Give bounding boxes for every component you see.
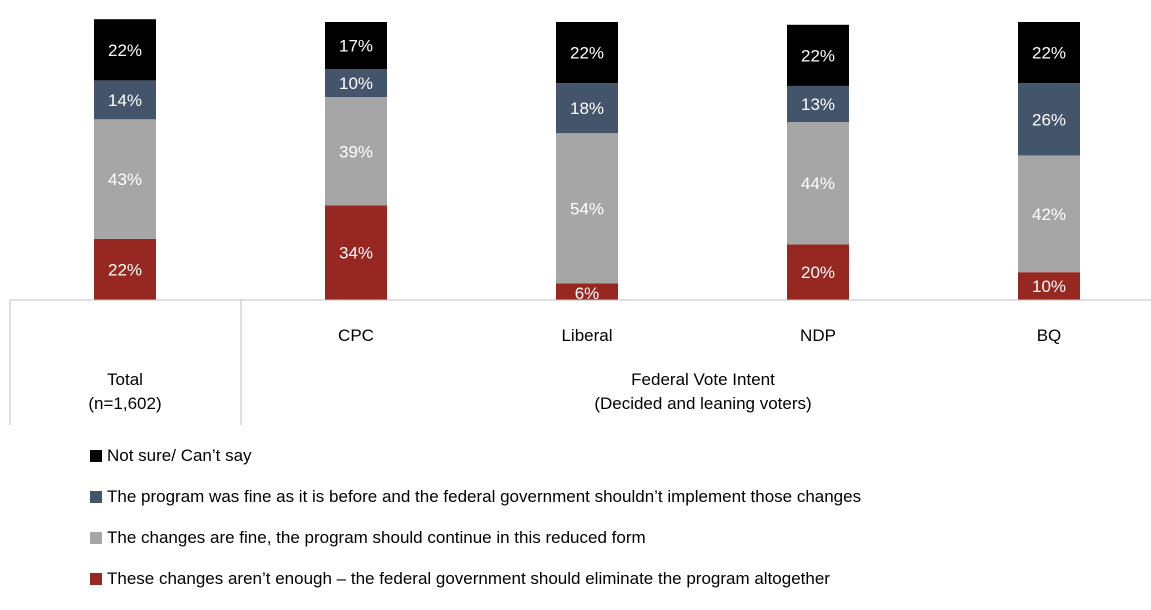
category-label-3: Liberal (561, 326, 612, 345)
stacked-bar-chart: 22% 34% 6% 20% 10% 43% 39% 54% 44% 42% 14% 10% 18% 13… (9, 19, 1151, 425)
data-label-1-3: 6% (575, 284, 600, 303)
bar-segment-2-3 (556, 133, 618, 284)
bar-segment-1-2 (325, 205, 387, 300)
category-axis (9, 299, 1151, 425)
bar-segment-2-4 (787, 122, 849, 245)
data-label-1-1: 22% (108, 260, 142, 279)
data-label-4-3: 22% (570, 44, 604, 63)
bar-segment-3-2 (325, 69, 387, 98)
data-label-2-3: 54% (570, 199, 604, 218)
bar-segment-2-1 (94, 119, 156, 239)
group-label-2-line-1: Federal Vote Intent (631, 370, 775, 389)
data-label-2-1: 43% (108, 170, 142, 189)
bar-segment-1-3 (556, 283, 618, 300)
data-label-3-2: 10% (339, 74, 373, 93)
bars-group: 22% 34% 6% 20% 10% 43% 39% 54% 44% 42% 14% 10% 18% 13… (94, 19, 1080, 303)
bar-segment-1-1 (94, 238, 156, 300)
data-label-2-5: 42% (1032, 205, 1066, 224)
data-label-1-5: 10% (1032, 277, 1066, 296)
data-label-4-2: 17% (339, 37, 373, 56)
bar-segment-4-1 (94, 19, 156, 81)
legend-label-3: The program was fine as it is before and… (107, 487, 862, 506)
legend-label-2: The changes are fine, the program should… (107, 528, 646, 547)
data-label-1-4: 20% (801, 263, 835, 282)
data-label-3-1: 14% (108, 91, 142, 110)
category-label-2: CPC (338, 326, 374, 345)
data-label-2-2: 39% (339, 142, 373, 161)
data-label-3-5: 26% (1032, 110, 1066, 129)
data-label-4-1: 22% (108, 41, 142, 60)
data-label-3-4: 13% (801, 95, 835, 114)
legend-swatch-3 (90, 491, 102, 503)
legend: Not sure/ Can’t say The program was fine … (90, 446, 1130, 610)
legend-label-1: These changes aren’t enough – the federa… (107, 569, 830, 588)
legend-item-2: The changes are fine, the program should… (90, 528, 1130, 548)
bar-segment-3-5 (1018, 83, 1080, 156)
bar-segment-1-5 (1018, 272, 1080, 300)
bar-segment-4-3 (556, 22, 618, 84)
legend-swatch-4 (90, 450, 102, 462)
category-label-5: BQ (1037, 326, 1062, 345)
bar-segment-2-5 (1018, 155, 1080, 273)
bar-segment-3-1 (94, 80, 156, 120)
bar-segment-4-4 (787, 24, 849, 86)
bar-segment-4-2 (325, 22, 387, 70)
data-label-4-4: 22% (801, 46, 835, 65)
data-label-1-2: 34% (339, 244, 373, 263)
data-label-2-4: 44% (801, 174, 835, 193)
legend-swatch-1 (90, 573, 102, 585)
group-label-1-line-1: Total (107, 370, 143, 389)
bar-segment-3-3 (556, 83, 618, 134)
legend-item-3: The program was fine as it is before and… (90, 487, 1130, 507)
category-labels: CPC Liberal NDP BQ (338, 326, 1061, 345)
data-label-3-3: 18% (570, 99, 604, 118)
bar-segment-1-4 (787, 244, 849, 300)
category-label-4: NDP (800, 326, 836, 345)
legend-label-4: Not sure/ Can’t say (107, 446, 252, 465)
data-label-4-5: 22% (1032, 44, 1066, 63)
group-labels: Total (n=1,602) Federal Vote Intent (Decide… (88, 370, 811, 413)
legend-item-1: These changes aren’t enough – the federa… (90, 569, 1130, 589)
legend-item-4: Not sure/ Can’t say (90, 446, 1130, 466)
bar-segment-2-2 (325, 97, 387, 206)
group-label-2-line-2: (Decided and leaning voters) (594, 394, 811, 413)
bar-segment-4-5 (1018, 22, 1080, 84)
bar-segment-3-4 (787, 85, 849, 123)
legend-swatch-2 (90, 532, 102, 544)
group-label-1-line-2: (n=1,602) (88, 394, 161, 413)
